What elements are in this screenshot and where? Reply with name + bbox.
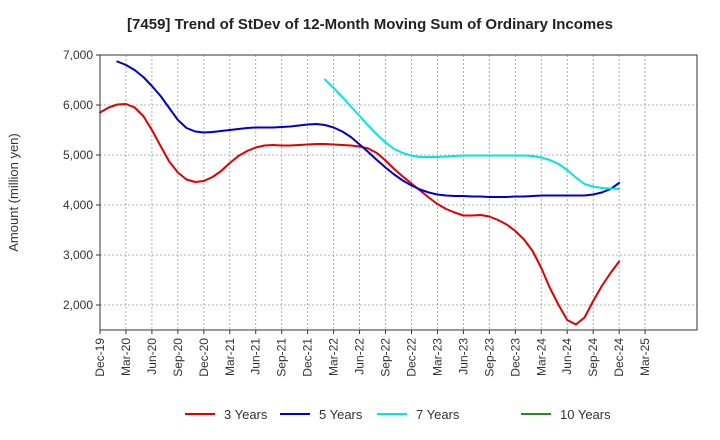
y-tick-label: 5,000 — [63, 148, 93, 162]
legend-label: 10 Years — [560, 407, 611, 422]
x-tick-label: Dec-21 — [301, 338, 315, 377]
x-tick-label: Mar-20 — [119, 338, 133, 376]
x-tick-label: Jun-21 — [249, 338, 263, 375]
x-tick-label: Mar-25 — [638, 338, 652, 376]
x-tick-label: Dec-19 — [93, 338, 107, 377]
y-axis-label: Amount (million yen) — [6, 133, 21, 252]
plot-area — [99, 54, 698, 331]
chart-title: [7459] Trend of StDev of 12-Month Moving… — [127, 16, 613, 33]
x-tick-label: Sep-20 — [171, 338, 185, 377]
x-tick-label: Sep-22 — [379, 338, 393, 377]
legend-label: 7 Years — [416, 407, 460, 422]
y-tick-label: 2,000 — [63, 298, 93, 312]
x-tick-label: Mar-23 — [430, 338, 444, 376]
series-line-7-years — [324, 78, 621, 190]
x-tick-label: Jun-24 — [560, 338, 574, 375]
x-tick-label: Jun-23 — [456, 338, 470, 375]
y-tick-label: 4,000 — [63, 198, 93, 212]
x-tick-label: Dec-23 — [508, 338, 522, 377]
grid-layer — [99, 54, 697, 330]
x-tick-label: Sep-23 — [482, 338, 496, 377]
x-tick-label: Dec-24 — [612, 338, 626, 377]
y-tick-label: 7,000 — [63, 48, 93, 62]
x-tick-label: Mar-22 — [327, 338, 341, 376]
legend-label: 3 Years — [224, 407, 268, 422]
x-tick-label: Sep-24 — [586, 338, 600, 377]
x-axis: Dec-19 Mar-20 Jun-20 Sep-20 Dec-20 Mar-21 Jun-… — [93, 330, 652, 377]
y-axis: 2,000 3,000 4,000 5,000 6,000 7,000 — [63, 48, 100, 312]
x-tick-label: Jun-22 — [353, 338, 367, 375]
series-line-5-years — [116, 60, 621, 198]
y-tick-label: 3,000 — [63, 248, 93, 262]
x-tick-label: Jun-20 — [145, 338, 159, 375]
y-tick-label: 6,000 — [63, 98, 93, 112]
x-tick-label: Mar-21 — [223, 338, 237, 376]
series-layer — [99, 60, 621, 326]
legend-label: 5 Years — [319, 407, 363, 422]
x-tick-label: Dec-22 — [404, 338, 418, 377]
x-tick-label: Dec-20 — [197, 338, 211, 377]
x-tick-label: Mar-24 — [534, 338, 548, 376]
x-tick-label: Sep-21 — [275, 338, 289, 377]
legend: 3 Years 5 Years 7 Years 10 Years — [185, 407, 611, 422]
series-line-3-years — [99, 103, 621, 326]
